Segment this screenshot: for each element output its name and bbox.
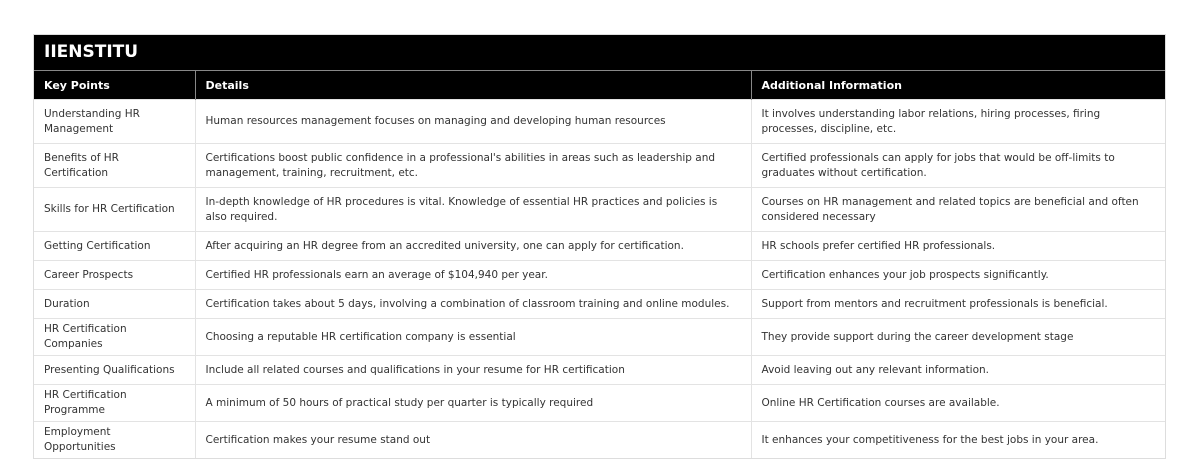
column-header: Key Points	[34, 71, 196, 100]
details-cell: Human resources management focuses on ma…	[195, 99, 752, 144]
details-cell: Certification takes about 5 days, involv…	[195, 289, 752, 319]
key-point-cell: Getting Certification	[34, 231, 196, 261]
table-row: HR Certification Programme A minimum of 5…	[34, 384, 1165, 422]
table-row: Understanding HR Management Human resourc…	[34, 99, 1165, 144]
details-cell: Certified HR professionals earn an avera…	[195, 260, 752, 290]
key-point-cell: Presenting Qualifications	[34, 355, 196, 385]
key-point-cell: Duration	[34, 289, 196, 319]
table-row: Benefits of HR Certification Certificatio…	[34, 143, 1165, 188]
header-row: Key Points Details Additional Informatio…	[34, 71, 1165, 100]
additional-info-cell: Certified professionals can apply for jo…	[751, 143, 1165, 188]
details-cell: Include all related courses and qualific…	[195, 355, 752, 385]
key-point-cell: Understanding HR Management	[34, 99, 196, 144]
table-row: Getting Certification After acquiring an …	[34, 231, 1165, 261]
details-cell: After acquiring an HR degree from an acc…	[195, 231, 752, 261]
key-point-cell: Skills for HR Certification	[34, 187, 196, 232]
key-point-cell: HR Certification Companies	[34, 318, 196, 356]
table-row: Presenting Qualifications Include all rel…	[34, 355, 1165, 385]
additional-info-cell: Avoid leaving out any relevant informati…	[751, 355, 1165, 385]
details-cell: Choosing a reputable HR certification co…	[195, 318, 752, 356]
table-title: IIENSTITU	[34, 35, 1165, 71]
additional-info-cell: Support from mentors and recruitment pro…	[751, 289, 1165, 319]
key-point-cell: Career Prospects	[34, 260, 196, 290]
table-row: Duration Certification takes about 5 days…	[34, 289, 1165, 319]
table-container: IIENSTITU Key Points Details Additional …	[33, 34, 1166, 459]
details-cell: Certification makes your resume stand ou…	[195, 421, 752, 458]
table-row: Career Prospects Certified HR professiona…	[34, 260, 1165, 290]
key-point-cell: Benefits of HR Certification	[34, 143, 196, 188]
details-cell: In-depth knowledge of HR procedures is v…	[195, 187, 752, 232]
column-header: Details	[195, 71, 752, 100]
data-table: Key Points Details Additional Informatio…	[34, 71, 1165, 458]
additional-info-cell: It involves understanding labor relation…	[751, 99, 1165, 144]
additional-info-cell: Courses on HR management and related top…	[751, 187, 1165, 232]
key-point-cell: HR Certification Programme	[34, 384, 196, 422]
additional-info-cell: It enhances your competitiveness for the…	[751, 421, 1165, 458]
additional-info-cell: Certification enhances your job prospect…	[751, 260, 1165, 290]
key-point-cell: Employment Opportunities	[34, 421, 196, 458]
table-row: Employment Opportunities Certification ma…	[34, 421, 1165, 458]
additional-info-cell: They provide support during the career d…	[751, 318, 1165, 356]
additional-info-cell: Online HR Certification courses are avai…	[751, 384, 1165, 422]
table-row: HR Certification Companies Choosing a rep…	[34, 318, 1165, 356]
details-cell: Certifications boost public confidence i…	[195, 143, 752, 188]
additional-info-cell: HR schools prefer certified HR professio…	[751, 231, 1165, 261]
table-row: Skills for HR Certification In-depth know…	[34, 187, 1165, 232]
details-cell: A minimum of 50 hours of practical study…	[195, 384, 752, 422]
column-header: Additional Information	[751, 71, 1165, 100]
